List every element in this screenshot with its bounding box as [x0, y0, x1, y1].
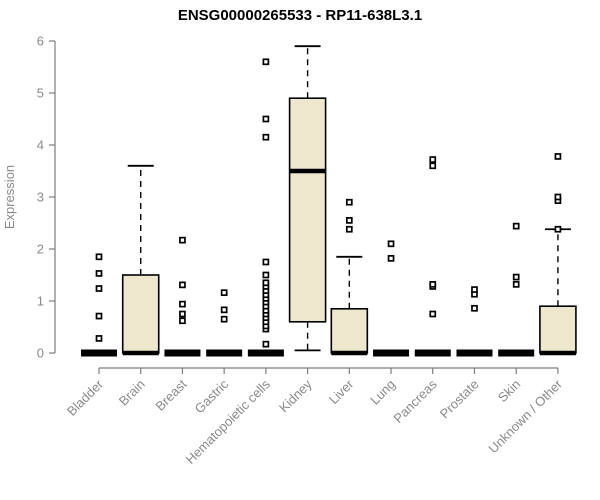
boxplot-skin — [498, 222, 535, 357]
outlier-point — [179, 310, 186, 318]
collapsed-box — [247, 349, 284, 357]
outlier-point — [387, 255, 395, 262]
boxplot-liver — [330, 198, 369, 356]
outlier-point — [95, 270, 103, 277]
outlier-point — [179, 300, 186, 308]
outlier-point — [262, 58, 270, 66]
outlier-point — [179, 281, 186, 289]
boxplot-breast — [164, 236, 201, 357]
boxplot-series — [81, 45, 577, 357]
boxplot-bladder — [81, 253, 117, 357]
outlier-point — [387, 240, 395, 248]
boxplot-pancreas — [414, 156, 451, 357]
x-tick-label-lung: Lung — [367, 377, 398, 408]
x-tick-label-liver: Liver — [326, 376, 357, 407]
collapsed-box — [414, 349, 451, 357]
collapsed-box — [498, 349, 535, 357]
outlier-point — [95, 285, 103, 292]
outlier-point — [220, 306, 228, 314]
x-tick-label-brain: Brain — [116, 377, 148, 409]
outlier-point — [512, 281, 520, 288]
y-tick-label: 0 — [37, 346, 44, 361]
box — [288, 97, 327, 323]
x-tick-label-unknown-other: Unknown / Other — [485, 376, 565, 456]
outlier-point — [345, 217, 353, 224]
y-tick-label: 6 — [37, 34, 44, 49]
box — [539, 305, 577, 354]
collapsed-box — [373, 349, 410, 357]
outlier-point — [554, 193, 562, 201]
x-tick-label-kidney: Kidney — [276, 376, 315, 415]
collapsed-box — [206, 349, 243, 357]
box — [330, 307, 369, 354]
outlier-point — [345, 225, 353, 233]
y-tick-label: 2 — [37, 242, 44, 257]
outlier-point — [429, 162, 437, 170]
outlier-point — [95, 335, 103, 342]
outlier-point — [262, 340, 270, 348]
boxplot-gastric — [206, 289, 243, 357]
outlier-point — [262, 271, 270, 279]
y-axis-label: Expression — [2, 165, 17, 229]
boxplot-kidney — [288, 45, 327, 352]
outlier-point — [554, 225, 562, 233]
x-tick-label-bladder: Bladder — [64, 376, 107, 419]
x-tick-label-skin: Skin — [495, 377, 523, 405]
y-tick-label: 3 — [37, 190, 44, 205]
outlier-point — [429, 310, 437, 318]
outlier-point — [512, 273, 520, 281]
outlier-point — [429, 281, 437, 288]
outlier-point — [95, 312, 103, 320]
outlier-point — [220, 289, 228, 297]
outlier-point — [179, 317, 186, 325]
outlier-point — [345, 198, 353, 206]
collapsed-box — [164, 349, 201, 357]
outlier-point — [262, 115, 270, 123]
outlier-point — [554, 153, 562, 160]
outlier-point — [262, 133, 270, 141]
outlier-point — [471, 286, 478, 293]
outlier-point — [429, 156, 437, 163]
boxplot-brain — [121, 164, 160, 356]
outlier-point — [262, 258, 270, 266]
outlier-point — [512, 222, 520, 230]
boxplot-hematopoietic-cells — [247, 58, 284, 357]
outlier-point — [471, 304, 478, 312]
chart-title: ENSG00000265533 - RP11-638L3.1 — [178, 7, 422, 24]
y-tick-label: 5 — [37, 86, 44, 101]
x-tick-label-pancreas: Pancreas — [390, 376, 440, 426]
outlier-point — [220, 315, 228, 323]
y-tick-label: 1 — [37, 294, 44, 309]
x-tick-label-prostate: Prostate — [437, 377, 482, 422]
outlier-point — [179, 236, 186, 244]
y-tick-label: 4 — [37, 138, 44, 153]
outlier-point — [95, 253, 103, 261]
x-tick-label-gastric: Gastric — [192, 376, 232, 416]
outlier-point — [262, 279, 270, 287]
boxplot-unknown-other — [539, 153, 577, 356]
boxplot-lung — [373, 240, 410, 357]
boxplot-prostate — [456, 286, 493, 357]
collapsed-box — [456, 349, 493, 357]
collapsed-box — [81, 349, 117, 357]
box — [121, 274, 160, 354]
x-tick-label-breast: Breast — [152, 376, 189, 413]
